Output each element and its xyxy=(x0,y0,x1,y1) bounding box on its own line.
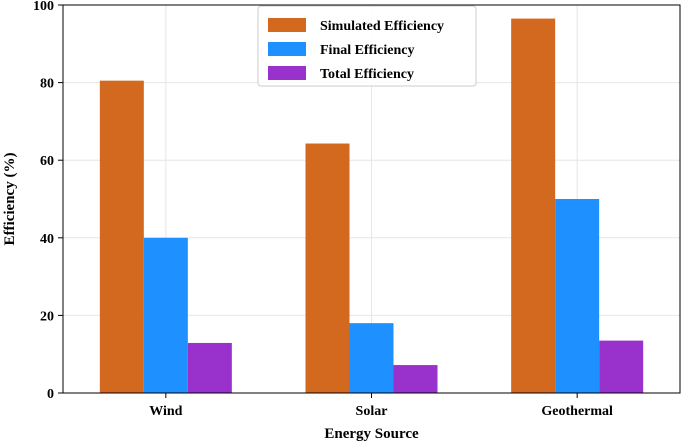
legend[interactable]: Simulated Efficiency Final Efficiency Tota… xyxy=(257,5,477,87)
x-tick-label: Wind xyxy=(149,404,182,419)
ticks-layer: 0 20 40 60 80 100 Wind Solar Geothermal xyxy=(33,0,613,419)
y-tick-label: 40 xyxy=(40,232,54,247)
bar-geothermal-total-efficiency[interactable] xyxy=(599,340,644,393)
bars-layer xyxy=(99,18,644,394)
legend-swatch xyxy=(268,18,306,32)
y-tick-label: 100 xyxy=(33,0,54,14)
bar-wind-final-efficiency[interactable] xyxy=(143,237,188,393)
bar-solar-total-efficiency[interactable] xyxy=(393,365,438,393)
bar-solar-simulated-efficiency[interactable] xyxy=(305,143,350,393)
legend-label: Simulated Efficiency xyxy=(320,19,444,34)
y-tick-label: 20 xyxy=(40,309,54,324)
y-tick-label: 80 xyxy=(40,77,54,92)
bar-solar-final-efficiency[interactable] xyxy=(349,323,394,393)
bar-geothermal-simulated-efficiency[interactable] xyxy=(511,18,556,394)
legend-box xyxy=(257,5,477,87)
legend-swatch xyxy=(268,66,306,80)
y-tick-label: 0 xyxy=(47,387,54,402)
x-axis-title: Energy Source xyxy=(324,426,419,442)
legend-swatch xyxy=(268,42,306,56)
bar-wind-total-efficiency[interactable] xyxy=(187,342,232,393)
legend-label: Total Efficiency xyxy=(320,67,414,82)
y-axis-title: Efficiency (%) xyxy=(2,153,18,246)
bar-wind-simulated-efficiency[interactable] xyxy=(99,80,144,393)
x-tick-label: Solar xyxy=(356,404,388,419)
legend-label: Final Efficiency xyxy=(320,43,415,58)
bar-geothermal-final-efficiency[interactable] xyxy=(555,199,600,393)
x-tick-label: Geothermal xyxy=(541,404,613,419)
y-tick-label: 60 xyxy=(40,154,54,169)
